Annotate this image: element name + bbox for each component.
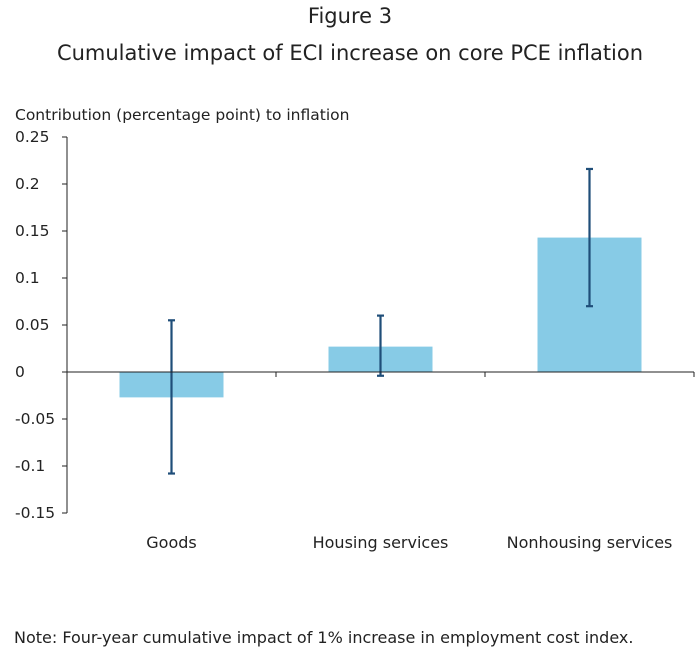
x-tick-label: Nonhousing services (507, 533, 673, 552)
x-axis-labels: Goods Housing services Nonhousing services (146, 372, 695, 552)
y-tick-label: -0.05 (15, 410, 55, 428)
figure-label: Figure 3 (307, 4, 393, 28)
y-tick-label: 0.05 (15, 316, 50, 334)
y-axis-ticks: 0.25 0.2 0.15 0.1 0.05 0 -0.05 -0.1 -0.15 (15, 128, 67, 522)
x-tick-label: Goods (146, 533, 196, 552)
bar-chart: Contribution (percentage point) to infla… (15, 106, 695, 552)
y-tick-label: 0.1 (15, 269, 40, 287)
x-tick-label: Housing services (313, 533, 449, 552)
y-tick-label: -0.15 (15, 504, 55, 522)
y-tick-label: 0.25 (15, 128, 50, 146)
error-bars (168, 167, 593, 475)
chart-note: Note: Four-year cumulative impact of 1% … (14, 628, 634, 647)
y-tick-label: 0.2 (15, 175, 40, 193)
chart-title: Cumulative impact of ECI increase on cor… (56, 41, 644, 65)
y-tick-label: 0 (15, 363, 25, 381)
y-tick-label: -0.1 (15, 457, 45, 475)
y-axis-label: Contribution (percentage point) to infla… (15, 106, 349, 124)
y-tick-label: 0.15 (15, 222, 50, 240)
